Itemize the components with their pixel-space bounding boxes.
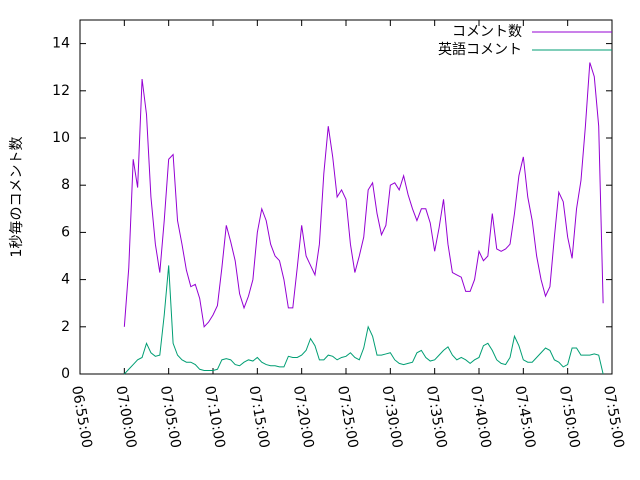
x-tick-label: 07:50:00 [556,385,583,450]
x-tick-label: 07:55:00 [600,385,627,450]
y-tick-label: 0 [61,366,70,382]
y-tick-label: 6 [61,224,70,240]
y-tick-label: 8 [61,177,70,193]
y-axis-label: 1秒毎のコメント数 [9,137,25,258]
x-tick-label: 07:00:00 [112,385,139,450]
legend-label: コメント数 [452,24,522,40]
x-tick-label: 07:05:00 [157,385,184,450]
x-tick-label: 07:40:00 [467,385,494,450]
plot-frame [79,19,613,375]
line-series [123,62,604,328]
y-tick-label: 10 [52,130,70,146]
y-tick-label: 2 [61,319,70,335]
line-series [123,265,604,375]
x-tick-label: 07:10:00 [201,385,228,450]
y-tick-label: 4 [61,272,70,288]
x-tick-label: 07:45:00 [511,385,538,450]
x-tick-label: 07:25:00 [334,385,361,450]
y-tick-label: 14 [52,36,70,52]
x-tick-label: 07:20:00 [290,385,317,450]
x-tick-label: 06:55:00 [68,385,95,450]
y-tick-label: 12 [52,83,70,99]
x-tick-label: 07:15:00 [245,385,272,450]
x-tick-label: 07:35:00 [423,385,450,450]
legend-label: 英語コメント [438,41,522,58]
x-tick-label: 07:30:00 [378,385,405,450]
